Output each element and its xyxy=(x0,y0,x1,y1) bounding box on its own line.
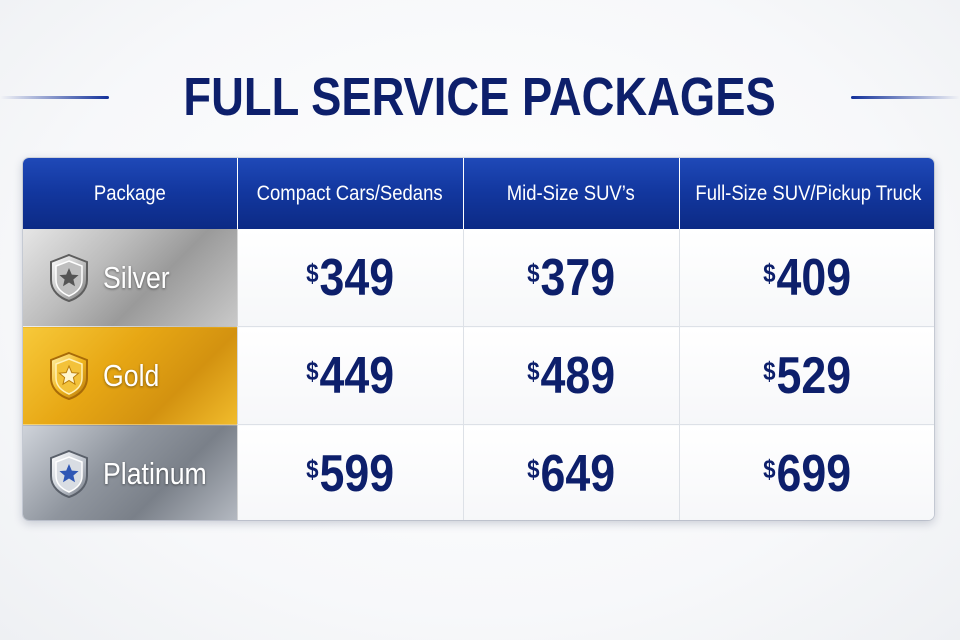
table-row-silver: Silver $349 $379 $409 xyxy=(23,229,934,327)
price-cell: $349 xyxy=(237,229,464,327)
price-cell: $449 xyxy=(237,326,464,425)
price: $699 xyxy=(762,444,851,503)
header-mid-size-suv: Mid-Size SUV’s xyxy=(463,158,680,229)
price: $649 xyxy=(527,444,615,503)
price-cell: $489 xyxy=(463,326,680,425)
tier-cell-silver: Silver xyxy=(23,229,238,327)
price: $529 xyxy=(762,346,851,405)
platinum-star-shield-icon xyxy=(50,449,88,498)
price-cell: $699 xyxy=(679,424,934,520)
price: $599 xyxy=(306,444,394,503)
tier-cell-gold: Gold xyxy=(23,326,238,425)
tier-cell-platinum: Platinum xyxy=(23,424,238,520)
price: $409 xyxy=(762,248,851,307)
header-full-size-suv: Full-Size SUV/Pickup Truck xyxy=(679,158,934,229)
header-row: Package Compact Cars/Sedans Mid-Size SUV… xyxy=(23,158,934,229)
title-line-right xyxy=(850,95,960,99)
price: $449 xyxy=(306,346,394,405)
tier-name-gold: Gold xyxy=(103,357,160,393)
gold-star-shield-icon xyxy=(50,351,88,400)
price: $489 xyxy=(527,346,615,405)
pricing-table: Package Compact Cars/Sedans Mid-Size SUV… xyxy=(23,158,934,520)
pricing-table-container: Package Compact Cars/Sedans Mid-Size SUV… xyxy=(23,158,934,520)
table-row-platinum: Platinum $599 $649 $699 xyxy=(23,424,934,520)
title-line-left xyxy=(0,95,110,99)
price-cell: $649 xyxy=(463,424,680,520)
tier-name-silver: Silver xyxy=(103,259,170,295)
table-row-gold: Gold $449 $489 $529 xyxy=(23,326,934,425)
price: $379 xyxy=(527,248,615,307)
header-package: Package xyxy=(23,158,238,229)
tier-name-platinum: Platinum xyxy=(103,455,207,491)
price-cell: $379 xyxy=(463,229,680,327)
price-cell: $529 xyxy=(679,326,934,425)
price-cell: $599 xyxy=(237,424,464,520)
price: $349 xyxy=(306,248,394,307)
header-compact-cars: Compact Cars/Sedans xyxy=(237,158,464,229)
title-row: FULL SERVICE PACKAGES xyxy=(0,62,960,132)
price-cell: $409 xyxy=(679,229,934,327)
page-title: FULL SERVICE PACKAGES xyxy=(183,67,777,127)
silver-star-shield-icon xyxy=(50,253,88,302)
